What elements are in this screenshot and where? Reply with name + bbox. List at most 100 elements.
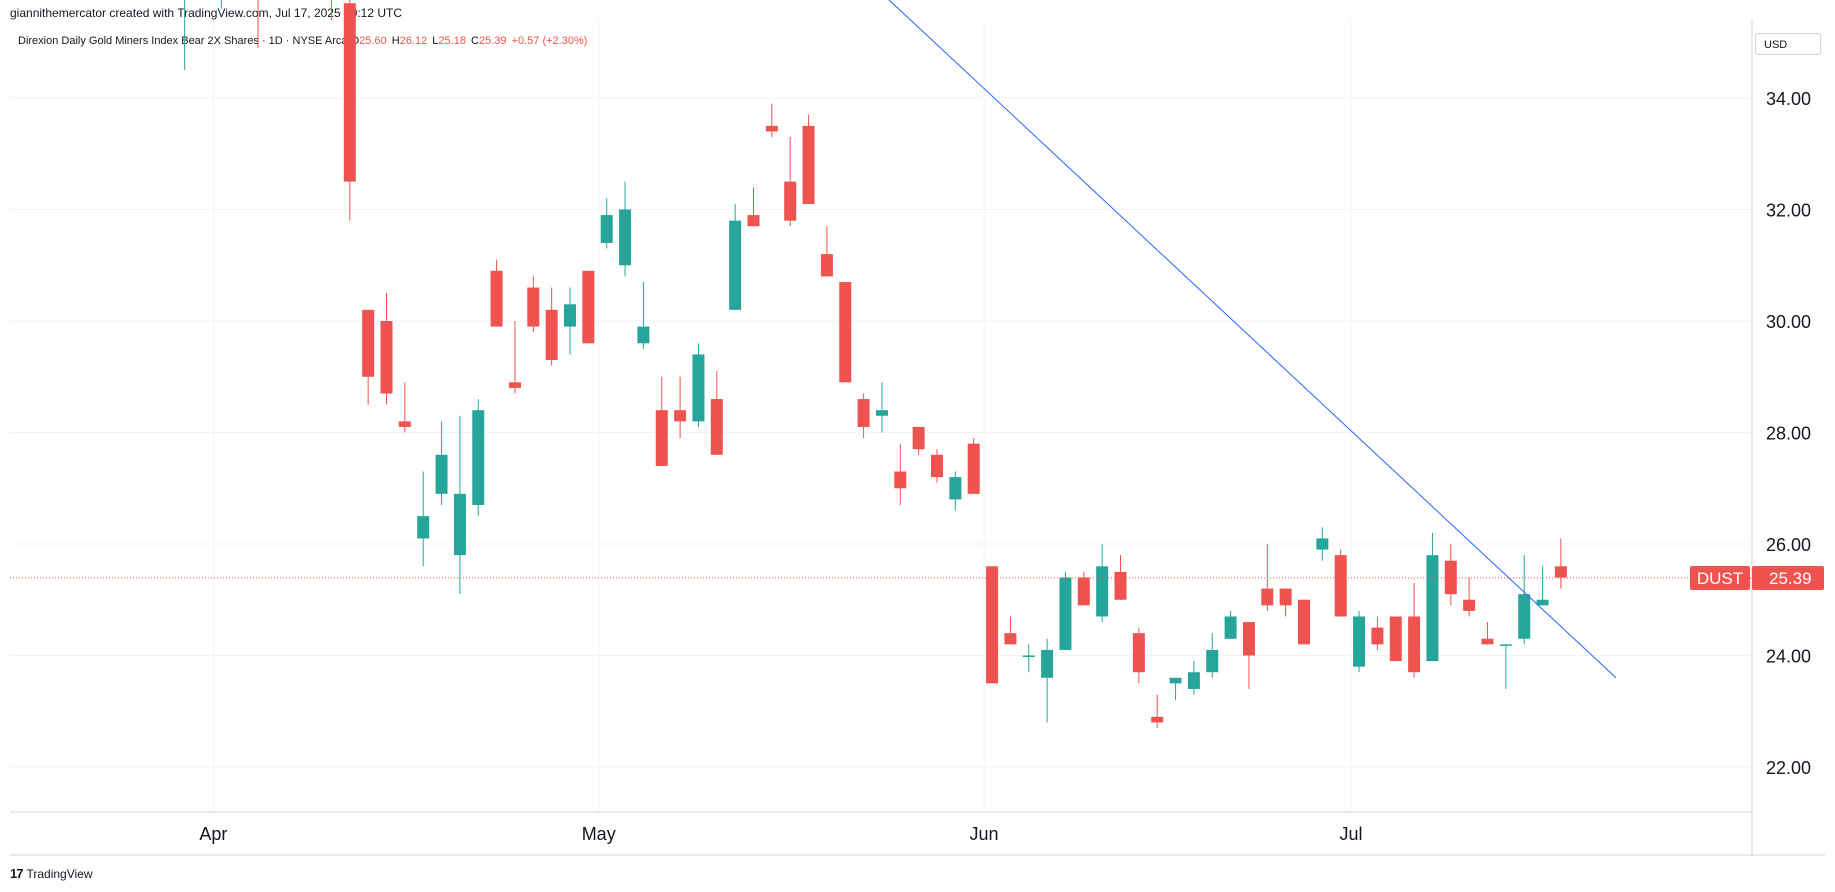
candle: [220, 0, 222, 9]
candle: [582, 270, 595, 344]
y-tick-label: 26.00: [1766, 535, 1811, 555]
candle: [1389, 616, 1402, 662]
candle: [765, 103, 778, 138]
candle-body: [380, 321, 393, 394]
y-tick-label: 30.00: [1766, 312, 1811, 332]
candle: [747, 187, 760, 227]
candle: [453, 415, 466, 595]
candle: [1316, 527, 1329, 561]
candle-body: [1096, 566, 1109, 617]
candle-body: [784, 181, 797, 221]
tradingview-logo-icon: 17: [10, 866, 24, 881]
candle: [1518, 555, 1531, 645]
candle-body: [1022, 655, 1035, 657]
candle-body: [1518, 594, 1531, 639]
candle: [1114, 555, 1127, 600]
y-tick-label: 22.00: [1766, 758, 1811, 778]
candle: [802, 114, 815, 204]
candle-body: [1316, 538, 1329, 550]
candle-body: [1114, 571, 1127, 600]
candle: [490, 259, 503, 327]
candle: [1279, 588, 1292, 617]
candle: [1041, 638, 1054, 723]
candle: [692, 343, 705, 427]
candle: [857, 393, 870, 439]
candle-body: [362, 309, 375, 377]
candle-body: [747, 215, 760, 227]
candle: [894, 443, 907, 505]
price-tag-symbol: DUST: [1697, 569, 1743, 588]
candle-body: [1426, 555, 1439, 662]
candle-body: [1077, 577, 1090, 606]
candle-body: [839, 281, 852, 383]
currency-selector[interactable]: USD: [1755, 33, 1821, 55]
candle-body: [1132, 633, 1145, 673]
candle-body: [820, 254, 833, 277]
x-axis-labels: Apr May Jun Jul: [199, 824, 1362, 844]
candle-body: [1389, 616, 1402, 662]
candle: [1224, 610, 1237, 639]
candle: [362, 309, 375, 405]
candle: [1353, 610, 1366, 673]
candle-body: [1554, 566, 1567, 578]
x-tick-label: Jun: [970, 824, 999, 844]
candles-layer: [184, 0, 1567, 728]
candle: [637, 281, 650, 349]
candle-body: [967, 443, 980, 494]
chart-grid: [10, 20, 1752, 812]
candle-body: [1371, 627, 1384, 645]
footer-brand: 17 TradingView: [10, 866, 93, 881]
symbol-title: Direxion Daily Gold Miners Index Bear 2X…: [18, 35, 348, 47]
high-value: 26.12: [399, 35, 428, 47]
candle-body: [545, 309, 558, 361]
low-label: L: [432, 35, 439, 47]
candle-body: [1279, 588, 1292, 606]
candle: [1022, 644, 1035, 673]
candle: [1554, 538, 1567, 589]
candle: [1004, 616, 1017, 645]
candle: [655, 376, 668, 466]
candle-body: [564, 304, 576, 327]
candle-body: [490, 270, 503, 327]
candle: [986, 566, 999, 684]
candle: [949, 471, 962, 511]
brand-name: TradingView: [26, 866, 93, 881]
candle-body: [527, 287, 540, 327]
candle-body: [1353, 616, 1366, 667]
symbol-legend: Direxion Daily Gold Miners Index Bear 2X…: [18, 35, 587, 47]
candle-body: [417, 516, 430, 539]
candle: [931, 449, 943, 483]
candle-body: [582, 270, 595, 344]
candle-body: [949, 477, 962, 500]
candle: [1242, 622, 1255, 689]
candle-body: [1481, 638, 1494, 645]
candle-body: [655, 410, 668, 466]
candle: [784, 137, 797, 227]
candle: [1463, 577, 1476, 617]
candle: [1132, 627, 1145, 684]
candle-body: [343, 3, 356, 182]
candle-body: [1408, 616, 1421, 673]
candle-body: [674, 410, 687, 422]
candle-body: [729, 220, 742, 310]
candle: [1334, 549, 1347, 617]
trendline: [888, 0, 1617, 679]
candle-body: [1151, 716, 1164, 723]
candle: [1298, 599, 1310, 645]
candle-body: [1444, 560, 1457, 595]
candle: [343, 0, 356, 221]
candle-body: [1536, 599, 1549, 606]
candle: [1426, 532, 1439, 662]
price-tag: DUST 25.39: [1690, 566, 1824, 591]
y-tick-label: 28.00: [1766, 424, 1811, 444]
candle: [1151, 694, 1164, 728]
y-tick-label: 32.00: [1766, 201, 1811, 221]
candle: [912, 426, 925, 455]
candle-body: [857, 399, 870, 427]
candle-body: [398, 421, 411, 427]
candle: [564, 287, 576, 355]
open-value: 25.60: [359, 35, 387, 47]
candle-body: [802, 125, 815, 204]
candle-body: [875, 410, 888, 416]
